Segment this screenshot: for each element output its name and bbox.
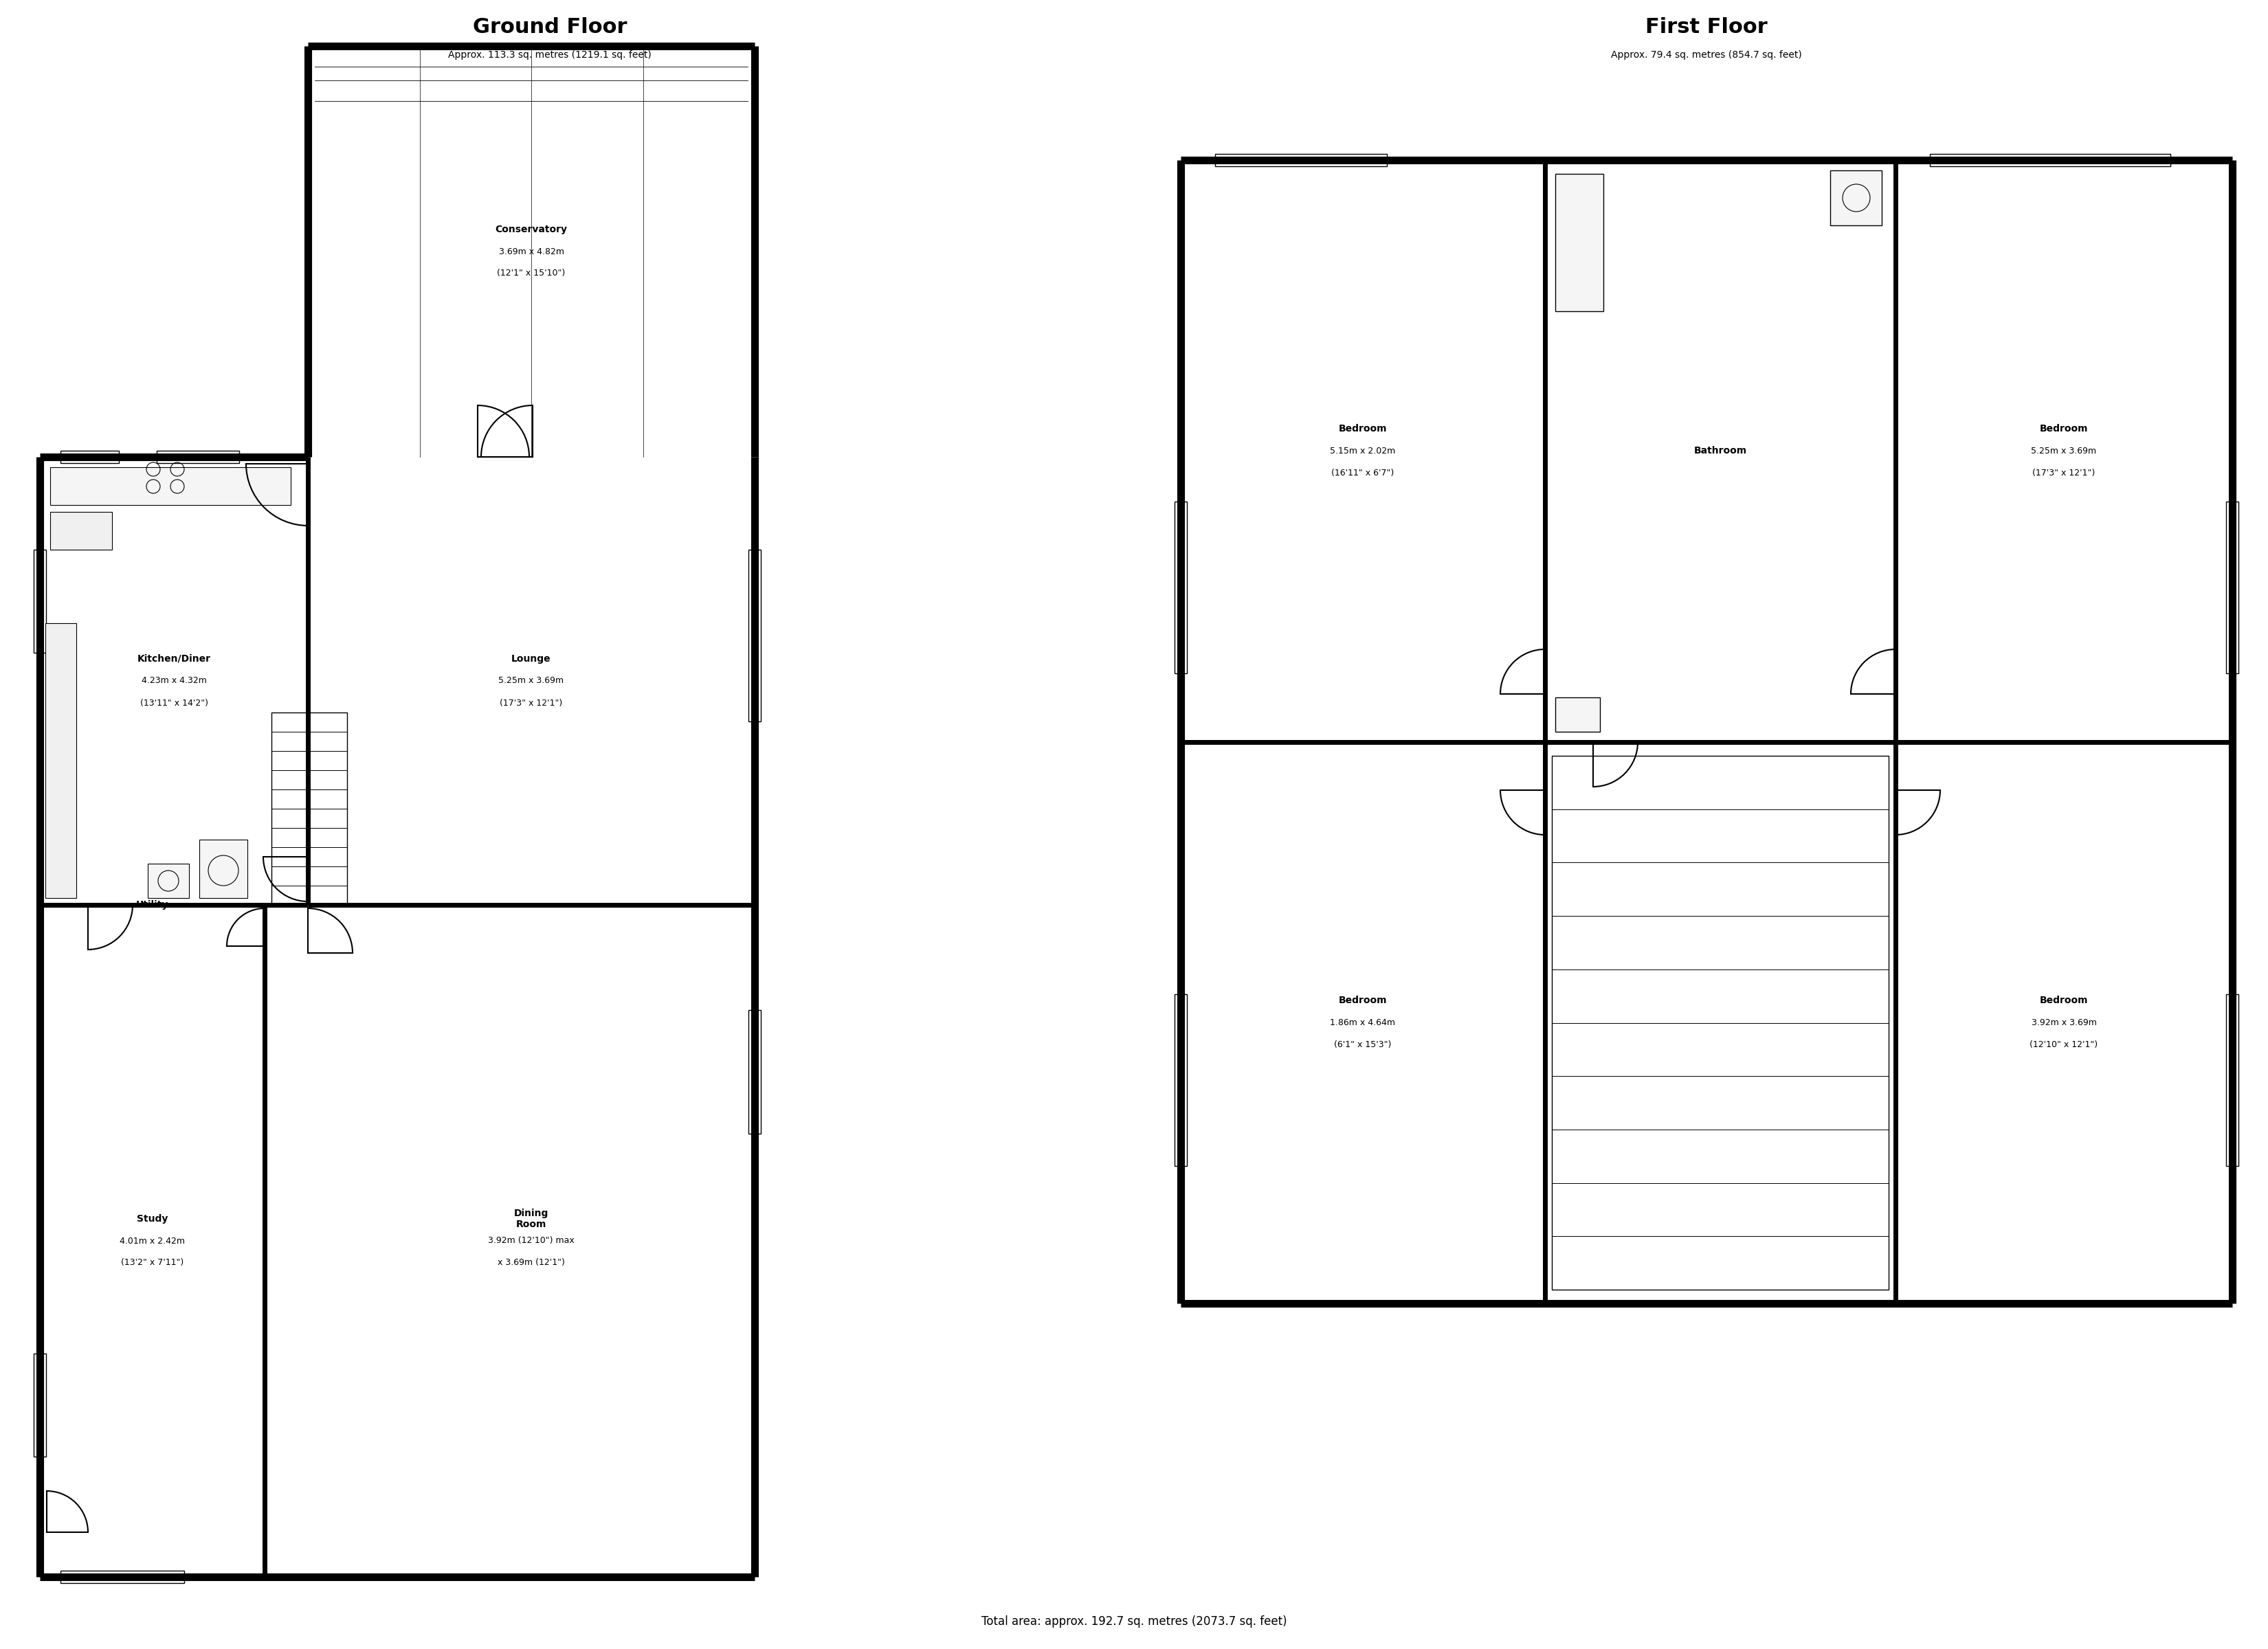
Text: (6'1" x 15'3"): (6'1" x 15'3")	[1334, 1041, 1393, 1049]
Text: (13'2" x 7'11"): (13'2" x 7'11")	[120, 1258, 184, 1268]
Text: 4.01m x 2.42m: 4.01m x 2.42m	[120, 1237, 186, 1245]
Bar	[1175, 994, 1186, 1166]
Bar	[1216, 153, 1388, 167]
Bar	[2227, 994, 2239, 1166]
Bar	[50, 511, 111, 549]
Text: 1.86m x 4.64m: 1.86m x 4.64m	[1331, 1017, 1395, 1027]
Bar	[748, 549, 760, 722]
Text: 3.69m x 4.82m: 3.69m x 4.82m	[499, 247, 565, 256]
Bar	[1175, 501, 1186, 673]
Bar	[147, 864, 188, 899]
Text: Bedroom: Bedroom	[1338, 996, 1388, 1006]
Text: Bathroom: Bathroom	[1694, 447, 1746, 455]
Text: Approx. 113.3 sq. metres (1219.1 sq. feet): Approx. 113.3 sq. metres (1219.1 sq. fee…	[449, 49, 651, 59]
Text: (12'10" x 12'1"): (12'10" x 12'1")	[2030, 1041, 2098, 1049]
Bar	[2227, 501, 2239, 673]
Text: 4.23m x 4.32m: 4.23m x 4.32m	[141, 676, 206, 686]
Text: x 3.69m (12'1"): x 3.69m (12'1")	[497, 1258, 565, 1268]
Text: Bedroom: Bedroom	[2039, 996, 2089, 1006]
Bar	[1830, 170, 1882, 226]
Bar	[34, 549, 45, 653]
Text: Ground Floor: Ground Floor	[472, 18, 626, 38]
Bar	[1551, 755, 1889, 1290]
Text: Bedroom: Bedroom	[1338, 424, 1388, 434]
Bar	[1930, 153, 2170, 167]
Text: Dining
Room: Dining Room	[515, 1209, 549, 1229]
Text: Conservatory: Conservatory	[494, 224, 567, 234]
Text: 5.15m x 2.02m: 5.15m x 2.02m	[1329, 447, 1395, 455]
Text: 3.92m x 3.69m: 3.92m x 3.69m	[2032, 1017, 2096, 1027]
Bar	[50, 467, 290, 505]
Text: (17'3" x 12'1"): (17'3" x 12'1")	[499, 699, 562, 707]
Bar	[200, 839, 247, 899]
Text: Kitchen/Diner: Kitchen/Diner	[136, 655, 211, 663]
Text: Bedroom: Bedroom	[2039, 424, 2089, 434]
Bar	[45, 623, 77, 899]
Bar	[1556, 173, 1603, 312]
Text: Total area: approx. 192.7 sq. metres (2073.7 sq. feet): Total area: approx. 192.7 sq. metres (20…	[982, 1616, 1286, 1628]
Text: Utility: Utility	[136, 900, 168, 910]
Bar	[34, 1354, 45, 1456]
Text: Study: Study	[136, 1214, 168, 1224]
Text: 3.92m (12'10") max: 3.92m (12'10") max	[488, 1237, 574, 1245]
Text: (12'1" x 15'10"): (12'1" x 15'10")	[497, 269, 565, 279]
Text: (17'3" x 12'1"): (17'3" x 12'1")	[2032, 468, 2096, 478]
Text: (16'11" x 6'7"): (16'11" x 6'7")	[1331, 468, 1395, 478]
Text: (13'11" x 14'2"): (13'11" x 14'2")	[141, 699, 209, 707]
Bar	[1556, 698, 1599, 732]
Bar	[61, 1570, 184, 1583]
Text: 5.25m x 3.69m: 5.25m x 3.69m	[499, 676, 565, 686]
Text: Lounge: Lounge	[513, 655, 551, 663]
Bar	[156, 450, 238, 463]
Bar	[61, 450, 118, 463]
Text: 5.25m x 3.69m: 5.25m x 3.69m	[2032, 447, 2096, 455]
Bar	[272, 712, 347, 905]
Text: Approx. 79.4 sq. metres (854.7 sq. feet): Approx. 79.4 sq. metres (854.7 sq. feet)	[1610, 49, 1803, 59]
Text: First Floor: First Floor	[1644, 18, 1767, 38]
Bar	[748, 1009, 760, 1135]
